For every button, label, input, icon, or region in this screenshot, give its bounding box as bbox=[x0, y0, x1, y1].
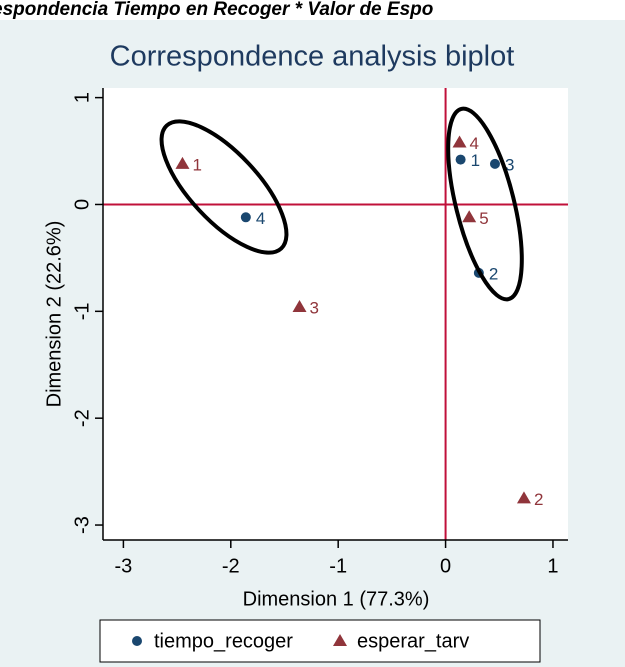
header-text: espondencia Tiempo en Recoger * Valor de… bbox=[0, 0, 433, 20]
point-label: 1 bbox=[192, 155, 201, 174]
y-axis-label: Dimension 2 (22.6%) bbox=[43, 221, 65, 408]
legend-marker bbox=[333, 634, 347, 646]
x-axis-label: Dimension 1 (77.3%) bbox=[243, 588, 430, 610]
point bbox=[516, 491, 531, 504]
point bbox=[292, 300, 307, 313]
legend: tiempo_recoger esperar_tarv bbox=[132, 630, 469, 652]
legend-box bbox=[99, 619, 541, 663]
point-label: 1 bbox=[471, 151, 480, 170]
point bbox=[489, 158, 500, 169]
chart-title: Correspondence analysis biplot bbox=[110, 41, 515, 73]
point bbox=[452, 135, 467, 148]
y-tick-label: -1 bbox=[71, 302, 93, 320]
point-label: 2 bbox=[489, 264, 498, 283]
x-tick-label: -3 bbox=[115, 555, 133, 577]
y-tick-label: -3 bbox=[71, 516, 93, 534]
point-label: 4 bbox=[256, 209, 265, 228]
point-label: 4 bbox=[470, 134, 479, 153]
cluster-ellipse bbox=[446, 106, 524, 302]
legend-marker bbox=[132, 636, 142, 646]
x-tick-label: 0 bbox=[440, 555, 451, 577]
y-tick-label: 1 bbox=[71, 92, 93, 103]
point bbox=[240, 212, 251, 223]
point bbox=[455, 154, 466, 165]
point bbox=[462, 210, 477, 223]
legend-label: esperar_tarv bbox=[357, 630, 469, 652]
point-label: 3 bbox=[505, 155, 514, 174]
x-tick-label: -1 bbox=[329, 555, 347, 577]
y-tick-label: -2 bbox=[71, 409, 93, 427]
x-tick-label: 1 bbox=[547, 555, 558, 577]
legend-label: tiempo_recoger bbox=[154, 630, 293, 652]
header-band bbox=[0, 0, 625, 20]
cluster-ellipse bbox=[159, 119, 289, 255]
x-tick-label: -2 bbox=[222, 555, 240, 577]
point bbox=[175, 156, 190, 169]
point-label: 5 bbox=[479, 209, 488, 228]
y-tick-label: 0 bbox=[71, 199, 93, 210]
point-label: 3 bbox=[310, 299, 319, 318]
point-label: 2 bbox=[534, 490, 543, 509]
